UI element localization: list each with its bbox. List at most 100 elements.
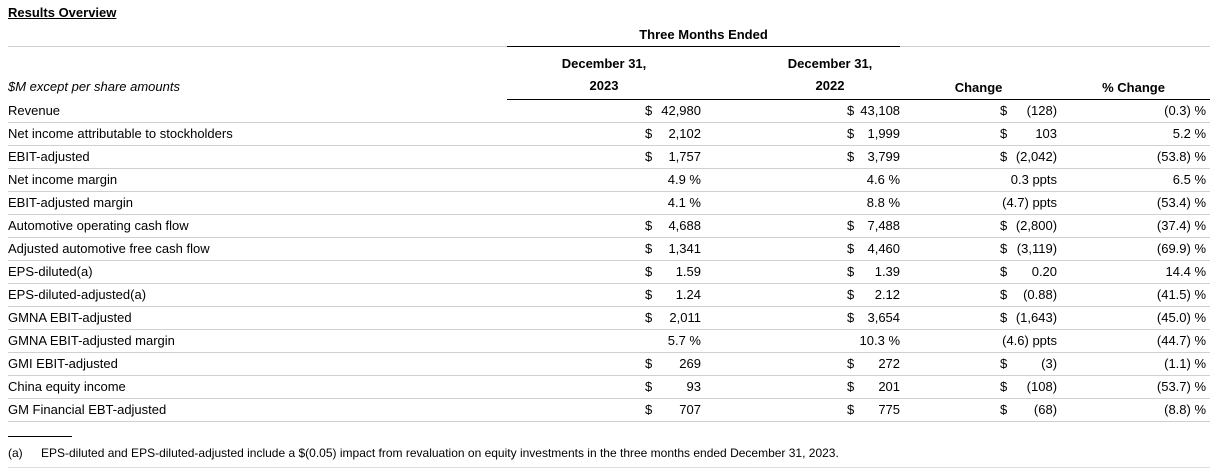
value-pct-change: (37.4) % [1156,218,1207,233]
currency-symbol-2022: $ [847,103,855,118]
table-row: EBIT-adjusted $1,757 $3,799 $ (2,042) (53… [8,145,1211,169]
cell-2022: 8.8 % [760,191,901,215]
cell-change: $103 [900,122,1058,146]
table-row: Adjusted automotive free cash flow $1,34… [8,237,1211,261]
currency-symbol-2023: $ [645,356,653,371]
cell-change: $ (1,643) [900,306,1058,330]
footnote-marker: (a) [8,445,23,460]
value-2023: 2,011 [669,310,701,325]
currency-symbol-2023: $ [645,264,653,279]
currency-symbol-change: $ [1000,241,1008,256]
value-2023: 1,341 [668,241,701,256]
cell-2022: $4,460 [760,237,901,261]
currency-symbol-2022: $ [847,218,855,233]
results-table: Three Months Ended $M except per share a… [8,23,1211,422]
cell-pct-change: 6.5 % [1057,168,1211,192]
value-pct-change: (41.5) % [1156,287,1207,302]
column-header-pct-change: % Change [1057,46,1211,100]
value-2023: 269 [679,356,701,371]
value-change: (128) [1026,103,1058,118]
currency-symbol-change: $ [1000,310,1008,325]
spacer-cell [701,329,760,353]
cell-2022: $1,999 [760,122,901,146]
cell-2023: $2,102 [507,122,701,146]
currency-symbol-2023: $ [645,149,653,164]
spacer-cell [701,122,760,146]
cell-change: $ (68) [900,398,1058,422]
currency-symbol-2023: $ [645,241,653,256]
table-row: GMI EBIT-adjusted $269 $272 $ (3) (1.1) % [8,352,1211,376]
row-label: Net income attributable to stockholders [8,122,507,146]
value-change: (0.88) [1023,287,1058,302]
cell-pct-change: 5.2 % [1057,122,1211,146]
value-pct-change: (8.8) % [1164,402,1207,417]
cell-2022: $43,108 [760,99,901,123]
cell-change: (4.6) ppts [900,329,1058,353]
cell-pct-change: (37.4) % [1057,214,1211,238]
cell-2023: $4,688 [507,214,701,238]
currency-symbol-2022: $ [847,287,855,302]
spacer-cell [701,352,760,376]
cell-2022: $775 [760,398,901,422]
cell-change: $ (0.88) [900,283,1058,307]
column-header-2023-line1: December 31, [561,55,647,71]
spacer-cell [701,375,760,399]
group-header-spacer-change [900,23,1058,47]
value-2022: 4.6 % [866,172,901,187]
value-change: (2,042) [1015,149,1058,164]
cell-pct-change: (0.3) % [1057,99,1211,123]
cell-2022: $272 [760,352,901,376]
cell-change: $ (3) [900,352,1058,376]
currency-symbol-change: $ [1000,264,1008,279]
cell-2023: $93 [507,375,701,399]
bottom-divider [8,466,1210,468]
currency-symbol-change: $ [1000,149,1008,164]
cell-change: $0.20 [900,260,1058,284]
spacer-cell [701,145,760,169]
cell-change: $ (108) [900,375,1058,399]
value-pct-change: (45.0) % [1156,310,1207,325]
cell-2023: 4.1 % [507,191,701,215]
spacer-cell [701,237,760,261]
value-change: (68) [1033,402,1058,417]
currency-symbol-2022: $ [847,310,855,325]
cell-pct-change: (53.7) % [1057,375,1211,399]
cell-2023: 5.7 % [507,329,701,353]
value-2023: 1.24 [675,287,701,302]
value-2022: 43,108 [860,103,901,118]
table-row: China equity income $93 $201 $ (108) (53.… [8,375,1211,399]
footnote-text: EPS-diluted and EPS-diluted-adjusted inc… [41,445,839,460]
currency-symbol-2023: $ [645,103,653,118]
value-change: 0.20 [1031,264,1058,279]
value-2023: 93 [686,379,701,394]
row-label: Adjusted automotive free cash flow [8,237,507,261]
value-2022: 272 [878,356,901,371]
currency-symbol-change: $ [1000,218,1008,233]
currency-symbol-2022: $ [847,379,855,394]
column-header-2022-line1: December 31, [787,55,873,71]
cell-2023: $1.24 [507,283,701,307]
currency-symbol-2023: $ [645,310,653,325]
cell-2023: $1,341 [507,237,701,261]
spacer-cell [701,260,760,284]
cell-pct-change: (8.8) % [1057,398,1211,422]
table-row: EBIT-adjusted margin 4.1 % 8.8 % (4.7) p… [8,191,1211,215]
value-2022: 1.39 [874,264,901,279]
value-pct-change: (44.7) % [1156,333,1207,348]
row-label: EBIT-adjusted margin [8,191,507,215]
currency-symbol-change: $ [1000,103,1008,118]
value-2023: 707 [679,402,701,417]
value-2023: 42,980 [661,103,701,118]
currency-symbol-2022: $ [847,126,855,141]
currency-symbol-change: $ [1000,356,1008,371]
table-row: GM Financial EBT-adjusted $707 $775 $ (68… [8,398,1211,422]
value-pct-change: (1.1) % [1164,356,1207,371]
cell-pct-change: (1.1) % [1057,352,1211,376]
value-pct-change: (53.4) % [1156,195,1207,210]
table-row: EPS-diluted-adjusted(a) $1.24 $2.12 $ (0.… [8,283,1211,307]
cell-change: $ (3,119) [900,237,1058,261]
row-label: GMI EBIT-adjusted [8,352,507,376]
table-row: Net income margin 4.9 % 4.6 % 0.3 ppts 6… [8,168,1211,192]
value-change: (3) [1041,356,1058,371]
row-label: Revenue [8,99,507,123]
